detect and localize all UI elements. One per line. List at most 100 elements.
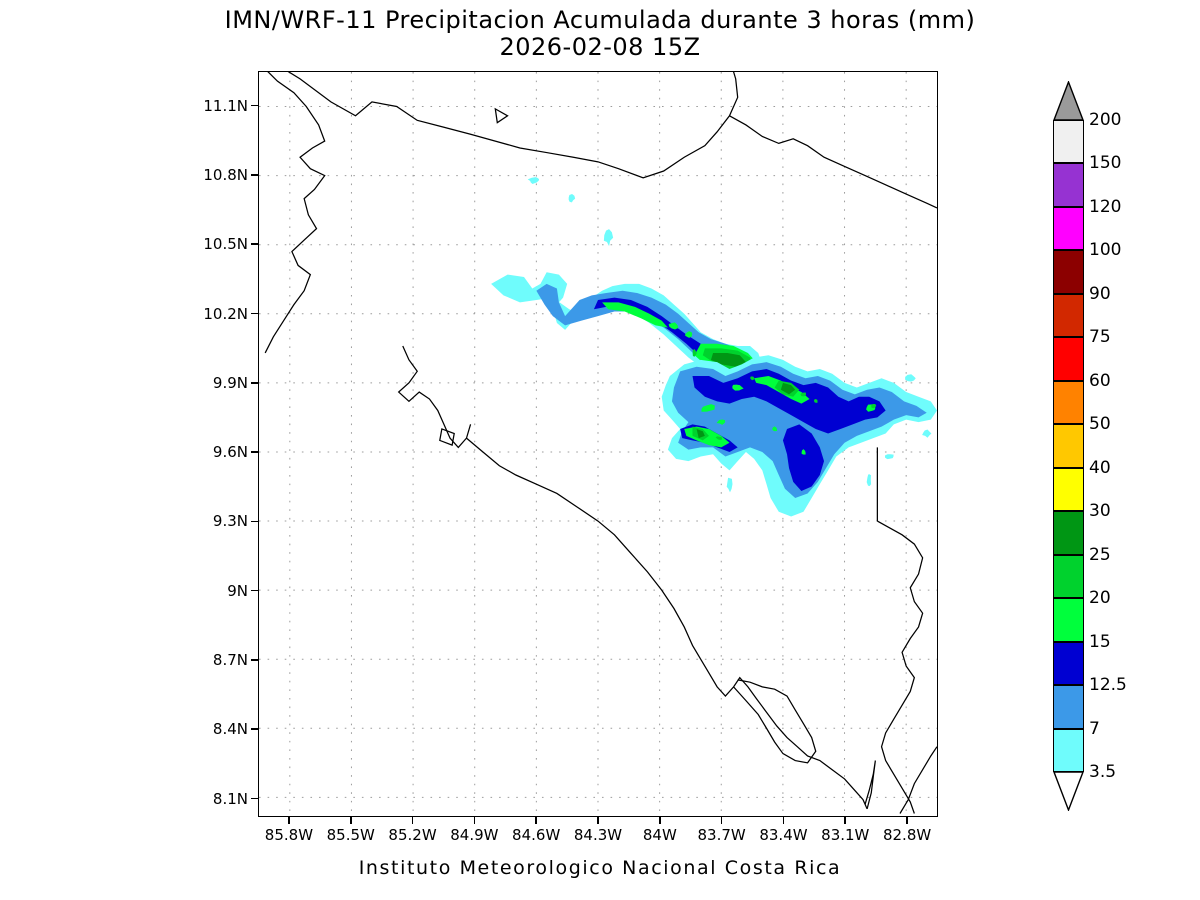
latitude-tick-label: 9.3N [212,512,248,531]
colorbar-band [1053,293,1084,338]
precip-contour [814,399,818,403]
colorbar-tick-label: 120 [1089,196,1122,217]
latitude-tick-label: 8.7N [212,650,248,669]
map-outline [729,115,937,209]
colorbar-band [1053,250,1084,294]
colorbar-band [1053,206,1084,251]
map-outline [439,428,455,446]
latitude-tick-mark [251,659,258,661]
latitude-tick-mark [251,451,258,453]
colorbar-band [1053,380,1084,425]
precip-contour [715,436,722,441]
precip-contour [922,429,932,438]
latitude-tick-mark [251,589,258,592]
precip-contour [603,229,614,247]
longitude-tick-label: 83.4W [759,826,808,844]
precip-contour [710,352,746,367]
longitude-tick-label: 85.2W [388,826,437,844]
precip-contour [732,384,744,391]
colorbar-band [1053,728,1084,772]
latitude-tick-mark [251,797,258,800]
precip-contour [602,302,668,328]
longitude-tick-mark [411,817,414,824]
colorbar-tick-label: 25 [1089,544,1111,565]
precip-contour [884,454,894,460]
precip-contour [800,392,806,397]
latitude-tick-label: 9.6N [212,443,248,462]
latitude-tick-mark [251,243,258,245]
colorbar-tick-label: 30 [1089,501,1111,522]
colorbar-band [1053,554,1084,599]
colorbar-band [1053,337,1084,381]
map-outline [733,679,817,764]
precip-contour [696,428,705,439]
colorbar-tick-label: 50 [1089,414,1111,435]
map-outline [899,746,937,814]
colorbar-tick-label: 100 [1089,240,1122,261]
latitude-tick-label: 10.8N [203,165,248,184]
precip-contour [780,382,796,395]
precip-contour [726,477,733,493]
precip-contour [801,449,806,455]
map-outline [466,437,868,810]
longitude-tick-label: 85.5W [326,826,375,844]
colorbar-tick-label: 60 [1089,370,1111,391]
colorbar-tick-label: 75 [1089,327,1111,348]
precip-contour [866,474,872,487]
latitude-tick-mark [251,104,258,107]
longitude-tick-label: 84.9W [450,826,499,844]
longitude-tick-mark [659,817,661,824]
latitude-tick-mark [251,381,258,384]
precip-contour [527,177,540,184]
colorbar-tick-label: 20 [1089,588,1111,609]
latitude-tick-mark [251,174,258,176]
precip-contour [871,404,877,409]
map-outline [287,72,739,179]
grid-lines [259,72,937,816]
colorbar-tick-label: 3.5 [1089,762,1117,782]
longitude-tick-label: 83.1W [821,826,870,844]
colorbar-over-arrow [1053,81,1084,121]
precip-contour [568,193,576,203]
colorbar-tick-label: 200 [1089,110,1122,130]
longitude-tick-label: 84W [642,826,677,844]
colorbar-tick-label: 12.5 [1089,675,1127,696]
map-outline [264,72,326,354]
precipitation-field [491,177,937,517]
latitude-tick-label: 9N [227,581,248,600]
map-outline [877,520,924,814]
colorbar-band [1053,424,1084,468]
map-outline [397,345,472,449]
map-plot-area [258,71,938,817]
precip-contour [692,369,886,434]
colorbar-band [1053,511,1084,555]
precip-contour [668,322,679,330]
longitude-tick-label: 84.6W [512,826,561,844]
precip-contour [716,419,726,425]
longitude-tick-mark [288,817,290,824]
longitude-tick-mark [535,817,537,824]
colorbar-tick-label: 7 [1089,718,1100,739]
latitude-tick-label: 10.2N [203,304,248,323]
colorbar-band [1053,163,1084,207]
figure-title-line-2: 2026-02-08 15Z [499,33,701,61]
longitude-tick-mark [782,817,785,824]
precip-contour [782,424,825,492]
colorbar-tick-label: 15 [1089,631,1111,652]
colorbar-band [1053,685,1084,729]
latitude-tick-label: 11.1N [203,96,248,115]
precip-contour [701,404,715,412]
precip-contour [692,348,697,357]
latitude-tick-mark [251,728,258,731]
longitude-tick-label: 82.8W [882,826,932,844]
colorbar-tick-label: 150 [1089,153,1122,174]
colorbar-tick-label: 40 [1089,457,1111,478]
longitude-tick-mark [473,817,476,824]
colorbar-tick-label: 90 [1089,283,1111,304]
figure-credit: Instituto Meteorologico Nacional Costa R… [358,857,842,879]
longitude-tick-mark [844,817,847,824]
longitude-tick-mark [720,817,723,824]
precip-contour [905,374,916,382]
longitude-tick-label: 85.8W [264,826,314,844]
